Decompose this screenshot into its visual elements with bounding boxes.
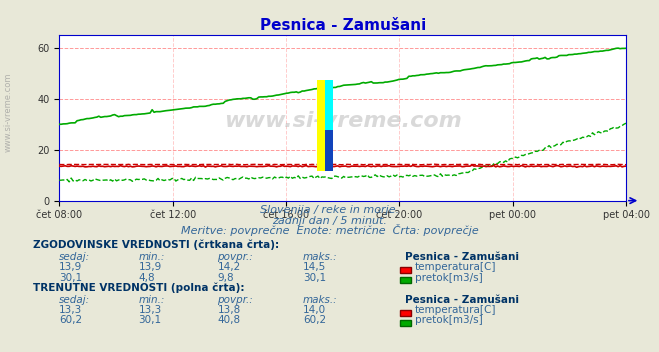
Text: Pesnica - Zamušani: Pesnica - Zamušani	[405, 252, 519, 262]
Text: 13,9: 13,9	[138, 262, 161, 272]
Text: 40,8: 40,8	[217, 315, 241, 326]
Text: 14,0: 14,0	[303, 305, 326, 315]
Text: 13,9: 13,9	[59, 262, 82, 272]
Text: 30,1: 30,1	[59, 272, 82, 283]
Text: temperatura[C]: temperatura[C]	[415, 305, 497, 315]
Text: 14,2: 14,2	[217, 262, 241, 272]
Text: pretok[m3/s]: pretok[m3/s]	[415, 315, 483, 326]
Text: www.si-vreme.com: www.si-vreme.com	[224, 111, 461, 131]
Text: 14,5: 14,5	[303, 262, 326, 272]
Text: 60,2: 60,2	[59, 315, 82, 326]
Text: min.:: min.:	[138, 295, 165, 305]
Text: pretok[m3/s]: pretok[m3/s]	[415, 272, 483, 283]
Text: 30,1: 30,1	[138, 315, 161, 326]
Text: povpr.:: povpr.:	[217, 295, 253, 305]
Text: 60,2: 60,2	[303, 315, 326, 326]
Text: sedaj:: sedaj:	[59, 295, 90, 305]
Text: ZGODOVINSKE VREDNOSTI (črtkana črta):: ZGODOVINSKE VREDNOSTI (črtkana črta):	[33, 240, 279, 250]
Text: 13,3: 13,3	[138, 305, 161, 315]
Text: TRENUTNE VREDNOSTI (polna črta):: TRENUTNE VREDNOSTI (polna črta):	[33, 283, 244, 293]
Text: temperatura[C]: temperatura[C]	[415, 262, 497, 272]
Text: 13,8: 13,8	[217, 305, 241, 315]
Title: Pesnica - Zamušani: Pesnica - Zamušani	[260, 18, 426, 33]
Bar	[317, 80, 325, 171]
Text: Pesnica - Zamušani: Pesnica - Zamušani	[405, 295, 519, 305]
Text: 9,8: 9,8	[217, 272, 234, 283]
Bar	[325, 80, 333, 130]
Text: sedaj:: sedaj:	[59, 252, 90, 262]
Text: maks.:: maks.:	[303, 295, 338, 305]
Text: 13,3: 13,3	[59, 305, 82, 315]
Text: Slovenija / reke in morje.: Slovenija / reke in morje.	[260, 205, 399, 215]
Text: Meritve: povprečne  Enote: metrične  Črta: povprečje: Meritve: povprečne Enote: metrične Črta:…	[181, 224, 478, 236]
Text: zadnji dan / 5 minut.: zadnji dan / 5 minut.	[272, 215, 387, 226]
Text: povpr.:: povpr.:	[217, 252, 253, 262]
Text: www.si-vreme.com: www.si-vreme.com	[4, 73, 13, 152]
Text: 4,8: 4,8	[138, 272, 155, 283]
Bar	[325, 130, 333, 171]
Text: 30,1: 30,1	[303, 272, 326, 283]
Text: min.:: min.:	[138, 252, 165, 262]
Text: maks.:: maks.:	[303, 252, 338, 262]
